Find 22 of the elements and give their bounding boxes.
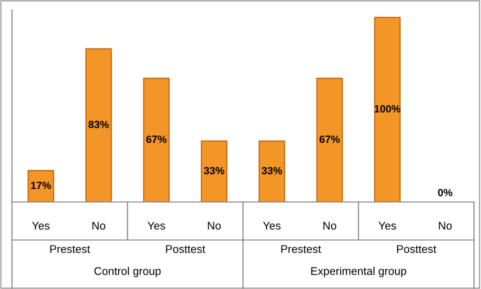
x-tick-label: No <box>208 222 221 230</box>
text: Prestest <box>281 245 322 253</box>
data-label: 67% <box>320 136 340 143</box>
text: Posttest <box>166 245 206 253</box>
data-label: 83% <box>88 120 109 128</box>
data-label: 67% <box>146 136 167 143</box>
x-tick-label: Yes <box>263 222 281 230</box>
data-label: 17% <box>31 182 52 190</box>
data-label: 100% <box>374 105 400 112</box>
x-tick-label: No <box>438 222 452 230</box>
x-tick-label: Yes <box>378 222 396 230</box>
data-label: 0% <box>438 188 452 196</box>
x-tick-label: No <box>92 222 106 230</box>
text: Posttest <box>397 245 436 253</box>
x-tick-label: Yes <box>148 222 166 230</box>
x-tick-label: No <box>323 222 336 230</box>
data-label: 33% <box>262 166 282 174</box>
x-tick-label: Yes <box>32 222 50 230</box>
data-label: 33% <box>204 166 224 174</box>
text: Prestest <box>50 245 90 253</box>
text: Experimental group <box>311 266 406 278</box>
text: Control group <box>94 266 161 278</box>
